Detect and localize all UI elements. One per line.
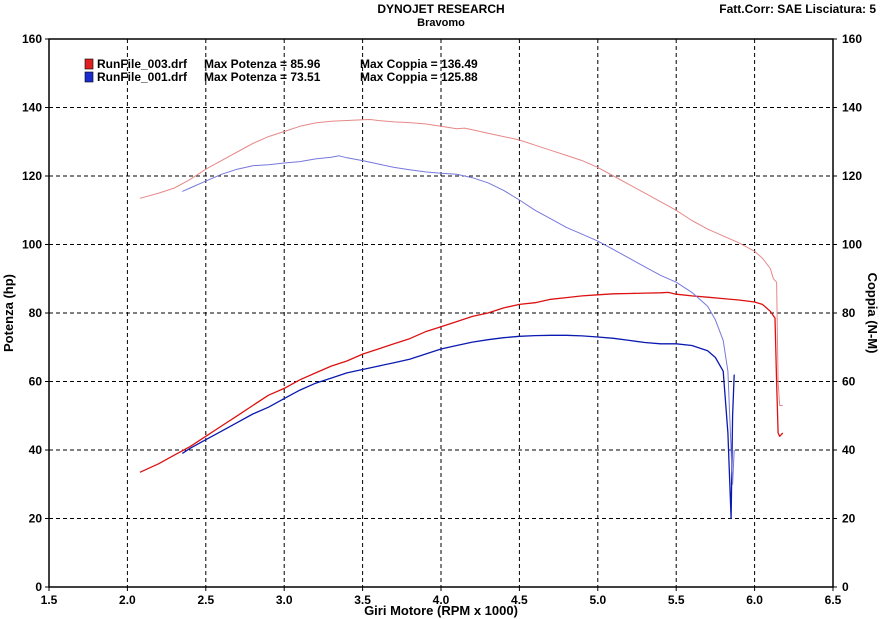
y-tick-label-left: 0 bbox=[35, 580, 42, 594]
y-tick-label-left: 20 bbox=[29, 512, 43, 526]
y-tick-label-right: 0 bbox=[842, 580, 849, 594]
x-tick-label: 6.0 bbox=[746, 593, 763, 607]
y-tick-label-left: 60 bbox=[29, 375, 43, 389]
y-tick-label-left: 120 bbox=[22, 169, 42, 183]
y-tick-label-right: 100 bbox=[842, 238, 862, 252]
legend-file-1: RunFile_001.drf bbox=[97, 70, 188, 84]
x-tick-label: 1.5 bbox=[41, 593, 58, 607]
grid bbox=[45, 38, 837, 591]
legend-potenza-1: Max Potenza = 73.51 bbox=[204, 70, 321, 84]
y-tick-label-right: 160 bbox=[842, 32, 862, 46]
y-tick-label-left: 80 bbox=[29, 306, 43, 320]
legend-coppia-1: Max Coppia = 125.88 bbox=[360, 70, 478, 84]
y-tick-label-right: 120 bbox=[842, 169, 862, 183]
y-axis-label-left: Potenza (hp) bbox=[1, 274, 16, 352]
y-tick-label-right: 80 bbox=[842, 306, 856, 320]
x-tick-label: 4.0 bbox=[433, 593, 450, 607]
y-tick-label-left: 40 bbox=[29, 443, 43, 457]
chart-subtitle: Bravomo bbox=[417, 17, 465, 29]
series-line-runfile-001-drf-potenza bbox=[181, 334, 735, 520]
correction-label: Fatt.Corr: SAE Lisciatura: 5 bbox=[719, 2, 876, 16]
y-tick-label-right: 60 bbox=[842, 375, 856, 389]
x-tick-label: 3.5 bbox=[354, 593, 371, 607]
y-tick-label-left: 160 bbox=[22, 32, 42, 46]
legend: RunFile_003.drf Max Potenza = 85.96 Max … bbox=[84, 57, 478, 84]
legend-swatch-blue bbox=[84, 71, 94, 83]
y-tick-label-right: 140 bbox=[842, 101, 862, 115]
chart-title: DYNOJET RESEARCH bbox=[377, 2, 505, 16]
legend-file-0: RunFile_003.drf bbox=[97, 57, 188, 71]
series-line-runfile-001-drf-coppia bbox=[182, 155, 735, 485]
y-tick-label-left: 140 bbox=[22, 101, 42, 115]
series-line-runfile-003-drf-potenza bbox=[139, 291, 784, 473]
tick-labels: 1.5 2.0 2.5 3.0 3.5 4.0 4.5 5.0 5.5 6.0 6.50 020 204… bbox=[22, 32, 862, 607]
legend-potenza-0: Max Potenza = 85.96 bbox=[204, 57, 321, 71]
x-tick-label: 5.5 bbox=[668, 593, 685, 607]
series-lines bbox=[139, 119, 784, 520]
legend-coppia-0: Max Coppia = 136.49 bbox=[360, 57, 478, 71]
x-tick-label: 3.0 bbox=[276, 593, 293, 607]
y-axis-label-right: Coppia (N-M) bbox=[865, 273, 880, 354]
y-tick-label-left: 100 bbox=[22, 238, 42, 252]
x-tick-label: 5.0 bbox=[589, 593, 606, 607]
legend-swatch-red bbox=[84, 58, 94, 70]
x-axis-label: Giri Motore (RPM x 1000) bbox=[364, 603, 518, 618]
y-tick-label-right: 40 bbox=[842, 443, 856, 457]
x-tick-label: 2.5 bbox=[197, 593, 214, 607]
y-tick-label-right: 20 bbox=[842, 512, 856, 526]
series-line-runfile-003-drf-coppia bbox=[139, 119, 783, 406]
x-tick-label: 6.5 bbox=[825, 593, 842, 607]
x-tick-label: 4.5 bbox=[511, 593, 528, 607]
x-tick-label: 2.0 bbox=[119, 593, 136, 607]
